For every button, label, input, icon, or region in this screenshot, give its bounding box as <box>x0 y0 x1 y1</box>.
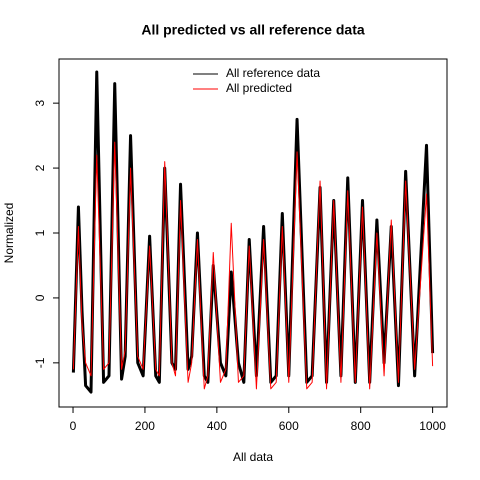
y-axis-label: Normalized <box>2 203 16 264</box>
y-tick-label: 2 <box>33 164 47 171</box>
chart-title: All predicted vs all reference data <box>141 22 365 38</box>
y-tick-label: 3 <box>33 99 47 106</box>
y-tick-label: 1 <box>33 229 47 236</box>
x-tick-label: 600 <box>279 419 299 433</box>
x-tick-label: 400 <box>207 419 227 433</box>
x-axis-label: All data <box>233 450 273 464</box>
x-tick-label: 200 <box>135 419 155 433</box>
series-line <box>71 70 435 394</box>
legend-label: All reference data <box>226 66 320 80</box>
x-tick-label: 0 <box>70 419 77 433</box>
legend-label: All predicted <box>226 81 292 95</box>
x-tick-label: 800 <box>351 419 371 433</box>
y-tick-label: -1 <box>33 357 47 368</box>
series-line <box>72 141 434 390</box>
y-tick-label: 0 <box>33 294 47 301</box>
x-tick-label: 1000 <box>419 419 446 433</box>
